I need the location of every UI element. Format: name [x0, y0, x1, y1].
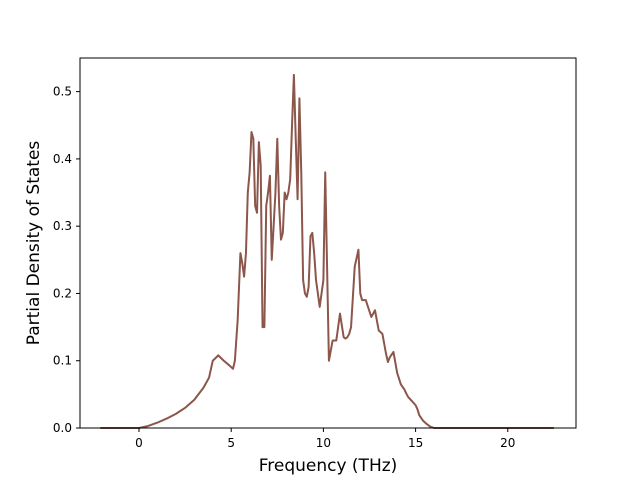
x-tick-label: 5	[227, 436, 235, 450]
y-tick-label: 0.0	[53, 421, 72, 435]
y-axis-title: Partial Density of States	[24, 141, 44, 346]
y-tick-label: 0.4	[53, 152, 72, 166]
pdos-series-line-0	[100, 73, 554, 429]
x-tick-label: 15	[408, 436, 423, 450]
plot-background	[80, 58, 576, 428]
y-tick-label: 0.3	[53, 219, 72, 233]
y-tick-label: 0.5	[53, 85, 72, 99]
y-tick-label: 0.1	[53, 354, 72, 368]
y-tick-label: 0.2	[53, 286, 72, 300]
x-axis-title: Frequency (THz)	[259, 456, 398, 476]
x-tick-label: 20	[500, 436, 515, 450]
plot-frame	[79, 57, 577, 429]
data-layer	[100, 73, 554, 429]
y-axis: 0.0 0.1 0.2 0.3 0.4 0.5	[53, 85, 80, 435]
x-tick-label: 10	[316, 436, 331, 450]
x-tick-label: 0	[135, 436, 143, 450]
x-axis: 0 5 10 15 20	[135, 428, 515, 450]
